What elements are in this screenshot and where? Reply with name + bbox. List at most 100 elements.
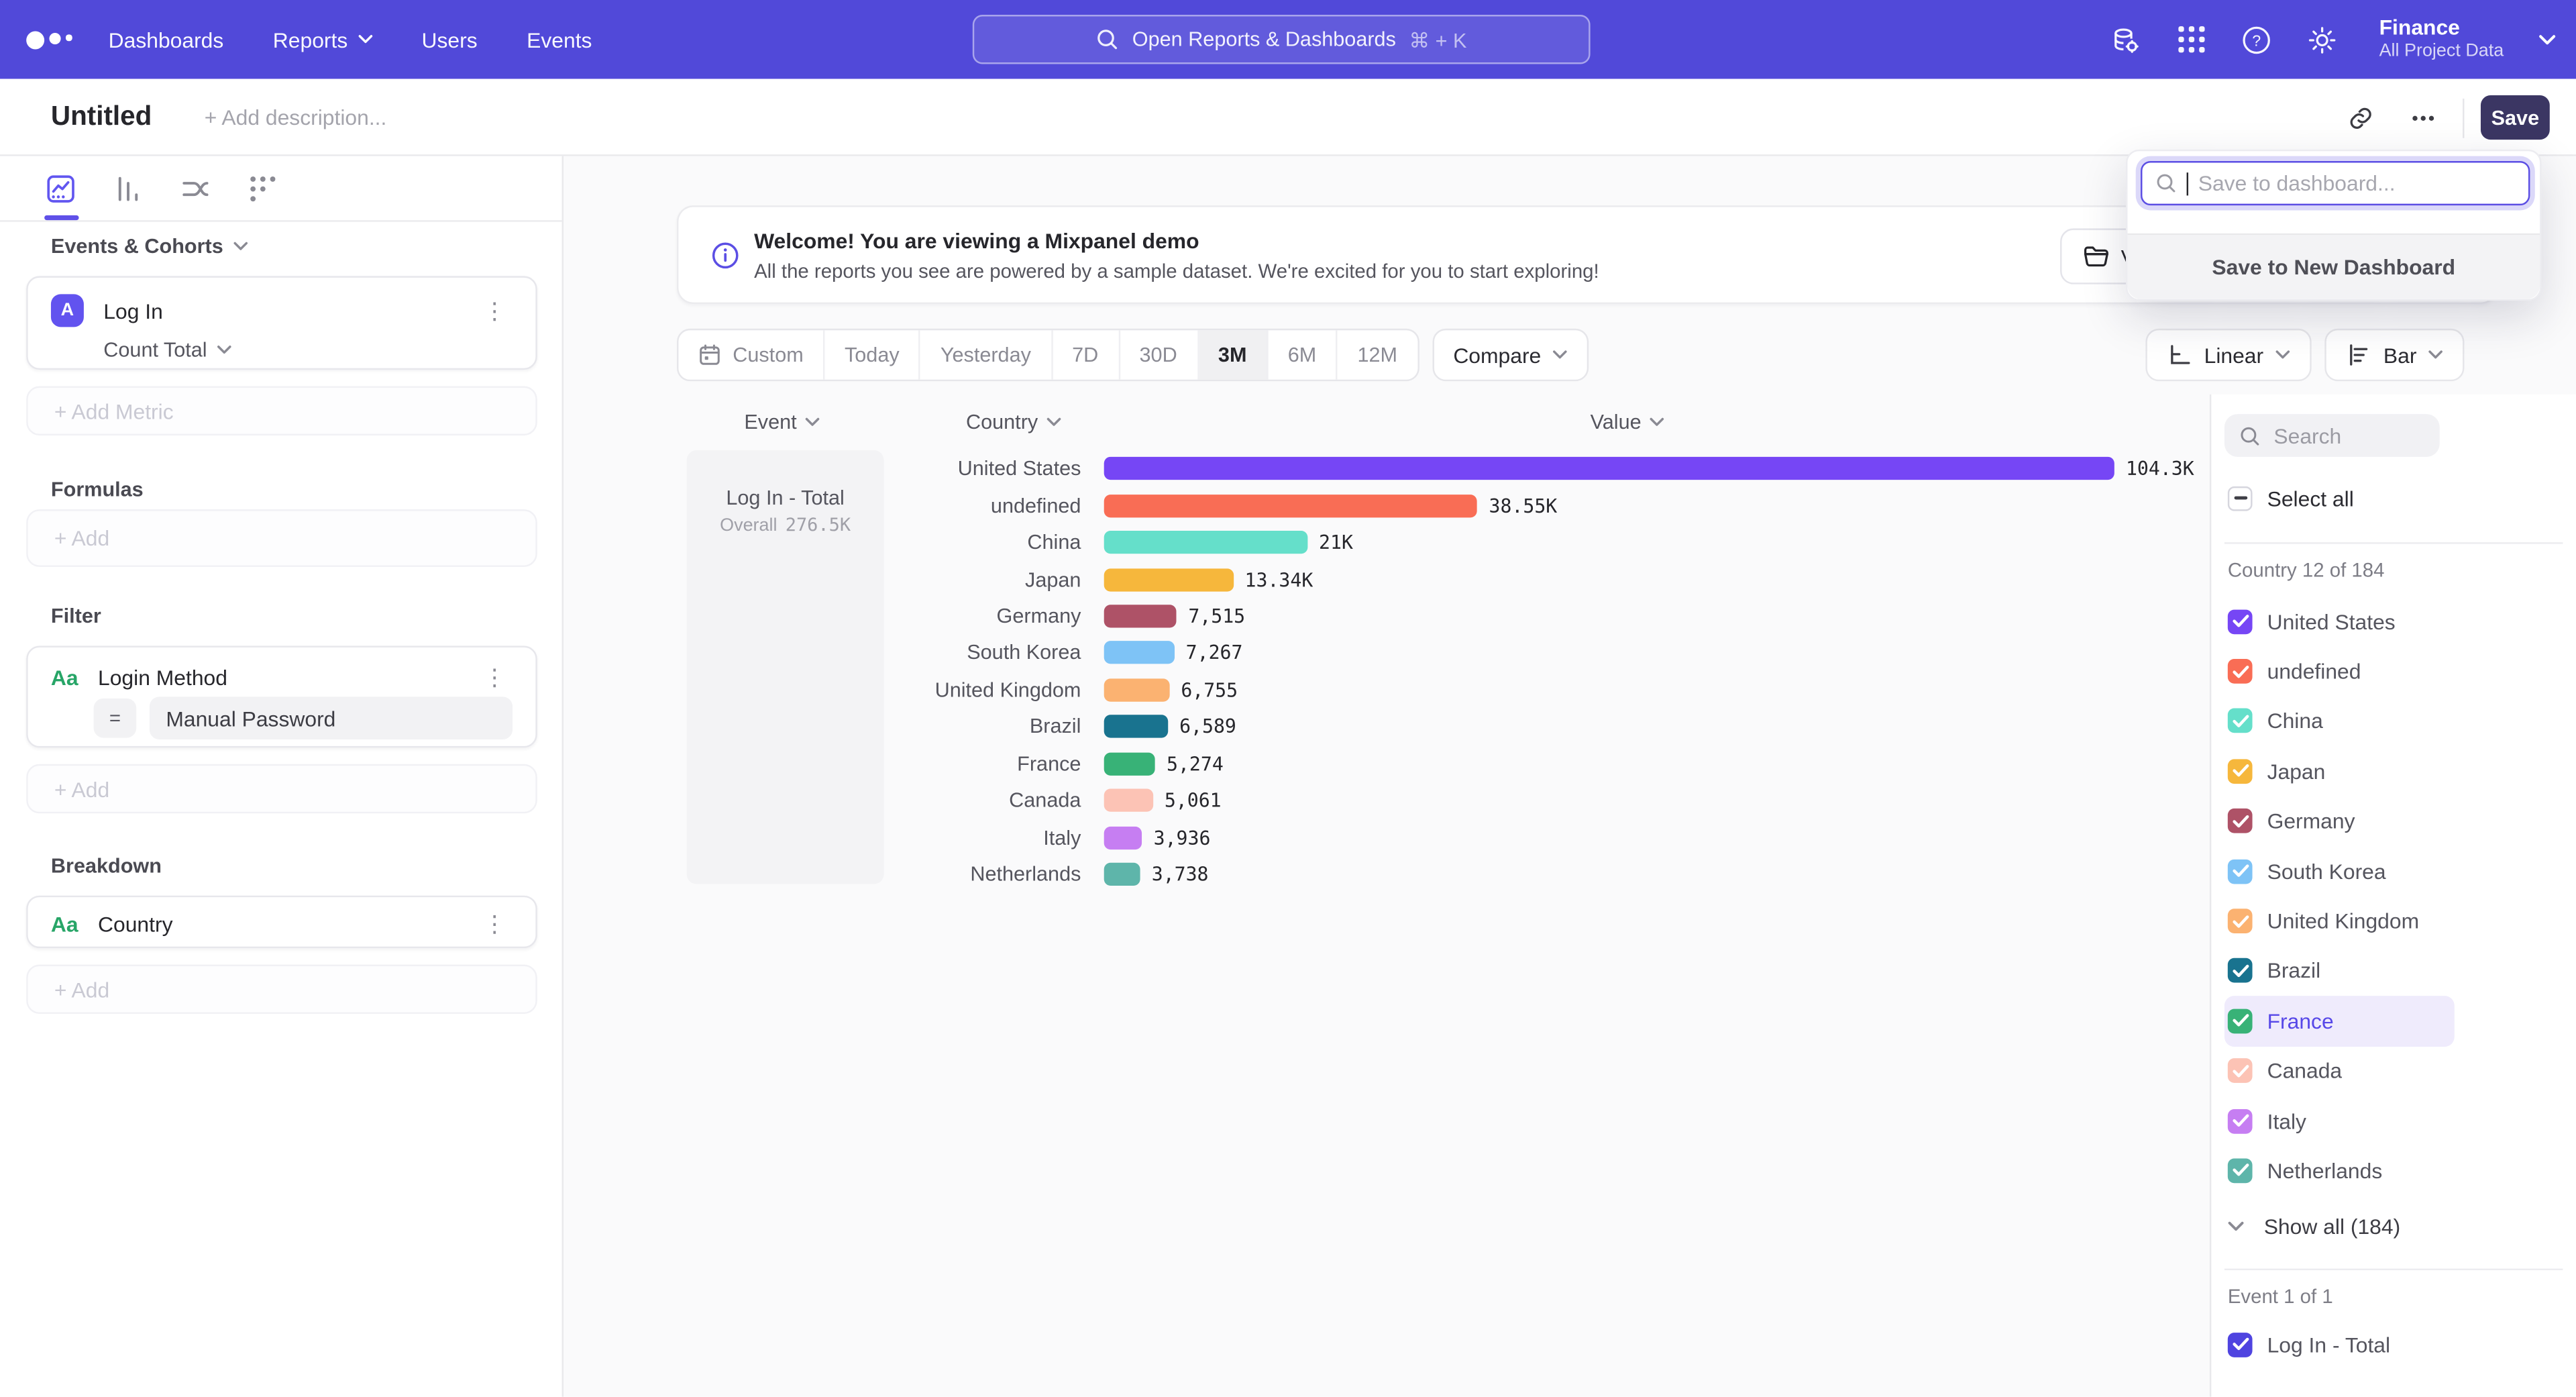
- indeterminate-checkbox-icon: [2227, 485, 2253, 511]
- tab-flows[interactable]: [179, 172, 212, 205]
- formulas-header: Formulas: [50, 478, 144, 501]
- metric-kebab-menu-icon[interactable]: ⋮: [483, 297, 506, 324]
- tab-insights[interactable]: [44, 172, 77, 205]
- value-column-header[interactable]: Value: [1591, 411, 1664, 434]
- mixpanel-logo-icon[interactable]: [26, 30, 82, 49]
- event-column-header[interactable]: Event: [744, 411, 820, 434]
- save-to-dashboard-search-input[interactable]: Save to dashboard...: [2141, 161, 2530, 206]
- add-formula-button[interactable]: + Add: [26, 509, 537, 567]
- range-custom[interactable]: Custom: [678, 330, 825, 380]
- project-name: Finance: [2379, 15, 2460, 40]
- breakdown-property-name[interactable]: Country: [98, 911, 173, 936]
- filter-kebab-menu-icon[interactable]: ⋮: [483, 664, 506, 690]
- add-breakdown-button[interactable]: + Add: [26, 964, 537, 1015]
- country-filter-item-germany[interactable]: Germany: [2224, 796, 2455, 846]
- country-filter-item-italy[interactable]: Italy: [2224, 1096, 2455, 1145]
- chart-row-united-kingdom: United Kingdom 6,755: [884, 672, 2213, 709]
- help-icon[interactable]: ?: [2241, 24, 2273, 56]
- add-filter-button[interactable]: + Add: [26, 764, 537, 814]
- chart-row-italy: Italy 3,936: [884, 819, 2213, 856]
- apps-grid-icon[interactable]: [2176, 24, 2207, 56]
- range-yesterday[interactable]: Yesterday: [921, 330, 1053, 380]
- nav-item-reports[interactable]: Reports: [273, 27, 372, 52]
- chart-bar[interactable]: [1104, 752, 1155, 776]
- chart-bar[interactable]: [1104, 715, 1168, 739]
- country-filter-item-japan[interactable]: Japan: [2224, 746, 2455, 796]
- nav-item-events[interactable]: Events: [527, 27, 592, 52]
- nav-item-users[interactable]: Users: [421, 27, 478, 52]
- country-filter-item-netherlands[interactable]: Netherlands: [2224, 1146, 2455, 1196]
- range-3m[interactable]: 3M: [1198, 330, 1269, 380]
- value-scale-dropdown[interactable]: Linear: [2145, 328, 2312, 382]
- country-column-header[interactable]: Country: [966, 411, 1061, 434]
- compare-button[interactable]: Compare: [1432, 328, 1589, 382]
- save-to-new-dashboard-button[interactable]: Save to New Dashboard: [2127, 233, 2540, 299]
- tab-funnels[interactable]: [112, 172, 145, 205]
- save-button[interactable]: Save: [2480, 95, 2550, 140]
- range-today[interactable]: Today: [825, 330, 921, 380]
- checked-checkbox-icon: [2227, 1058, 2253, 1084]
- data-management-icon[interactable]: [2110, 24, 2141, 56]
- country-filter-item-brazil[interactable]: Brazil: [2224, 946, 2455, 996]
- metric-aggregation-dropdown[interactable]: Count Total: [103, 338, 231, 362]
- settings-gear-icon[interactable]: [2307, 24, 2339, 56]
- chart-bar[interactable]: [1104, 568, 1234, 591]
- nav-item-dashboards[interactable]: Dashboards: [108, 27, 224, 52]
- country-filter-item-china[interactable]: China: [2224, 696, 2455, 746]
- add-metric-button[interactable]: + Add Metric: [26, 386, 537, 435]
- range-7d[interactable]: 7D: [1053, 330, 1120, 380]
- country-filter-item-united-states[interactable]: United States: [2224, 597, 2455, 646]
- range-12m[interactable]: 12M: [1357, 343, 1398, 367]
- metric-event-name[interactable]: Log In: [103, 298, 163, 323]
- chart-bar[interactable]: [1104, 531, 1307, 554]
- copy-link-icon[interactable]: [2338, 95, 2384, 141]
- filter-property-name[interactable]: Login Method: [98, 664, 227, 690]
- chart-bar[interactable]: [1104, 678, 1170, 702]
- chart-bar[interactable]: [1104, 641, 1175, 665]
- chart-bar-value: 5,274: [1167, 752, 1224, 776]
- segment-search-input[interactable]: Search: [2224, 414, 2440, 457]
- more-options-icon[interactable]: [2400, 95, 2447, 141]
- chart-bar-value: 7,267: [1185, 641, 1243, 665]
- global-search-input[interactable]: Open Reports & Dashboards ⌘ + K: [972, 15, 1591, 64]
- chart-bar[interactable]: [1104, 494, 1478, 517]
- global-search-placeholder: Open Reports & Dashboards: [1132, 28, 1396, 51]
- report-title[interactable]: Untitled: [50, 101, 152, 131]
- country-filter-item-canada[interactable]: Canada: [2224, 1046, 2455, 1096]
- country-count-label: Country 12 of 184: [2227, 558, 2385, 582]
- chart-row-canada: Canada 5,061: [884, 782, 2213, 819]
- chart-bar[interactable]: [1104, 457, 2114, 480]
- chart-row-label: United States: [957, 457, 1081, 480]
- range-6m[interactable]: 6M: [1268, 330, 1338, 380]
- country-filter-item-united-kingdom[interactable]: United Kingdom: [2224, 896, 2455, 946]
- checked-checkbox-icon: [2227, 809, 2253, 834]
- country-filter-item-undefined[interactable]: undefined: [2224, 646, 2455, 696]
- filter-operator-chip[interactable]: =: [93, 698, 137, 738]
- range-30d[interactable]: 30D: [1120, 330, 1199, 380]
- add-description-button[interactable]: + Add description...: [204, 104, 387, 130]
- project-scope: All Project Data: [2379, 41, 2504, 62]
- report-type-tabs: [0, 156, 562, 222]
- check-icon: [2232, 615, 2249, 627]
- checked-checkbox-icon: [2227, 1158, 2253, 1184]
- country-filter-item-south-korea[interactable]: South Korea: [2224, 846, 2455, 896]
- chart-type-dropdown[interactable]: Bar: [2324, 328, 2465, 382]
- chart-bar[interactable]: [1104, 605, 1177, 628]
- segment-filter-panel: Search Select all Country 12 of 184 Unit…: [2209, 394, 2576, 1397]
- breakdown-kebab-menu-icon[interactable]: ⋮: [483, 910, 506, 937]
- chart-row-label: South Korea: [967, 641, 1081, 665]
- country-filter-item-france[interactable]: France: [2224, 996, 2455, 1046]
- chart-bar[interactable]: [1104, 862, 1140, 886]
- project-switcher[interactable]: Finance All Project Data: [2379, 15, 2504, 64]
- filter-value-field[interactable]: Manual Password: [149, 696, 513, 740]
- events-cohorts-header[interactable]: Events & Cohorts: [51, 235, 248, 258]
- tab-retention[interactable]: [246, 172, 279, 205]
- check-icon: [2232, 1015, 2249, 1027]
- show-all-toggle[interactable]: Show all (184): [2228, 1203, 2400, 1249]
- date-range-toolbar: Custom Today Yesterday 7D 30D 3M 6M 12M Compare: [676, 328, 1589, 382]
- select-all-toggle[interactable]: Select all: [2227, 475, 2354, 521]
- event-filter-item[interactable]: Log In - Total: [2227, 1321, 2390, 1367]
- chart-bar[interactable]: [1104, 788, 1153, 813]
- chart-bar[interactable]: [1104, 825, 1142, 849]
- chart-row-south-korea: South Korea 7,267: [884, 635, 2213, 672]
